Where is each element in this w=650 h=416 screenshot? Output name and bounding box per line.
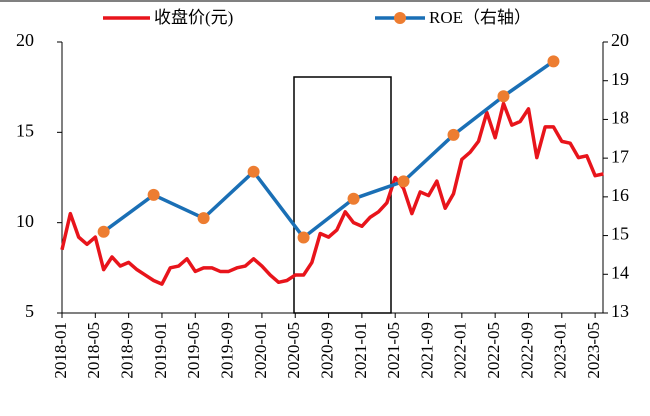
x-tick-label: 2019-01 [151,322,170,379]
series-marker [397,175,410,188]
series-marker [297,231,310,244]
y2-tick-label: 18 [611,108,629,128]
x-tick-label: 2020-05 [284,322,303,379]
x-tick-label: 2021-01 [351,322,370,379]
y-tick-label: 5 [25,301,34,321]
y2-tick-label: 16 [611,185,629,205]
series-marker [447,128,460,141]
x-tick-label: 2021-05 [384,322,403,379]
series-marker [97,225,110,238]
y2-tick-label: 19 [611,69,629,89]
y-tick-label: 10 [16,211,34,231]
x-tick-label: 2020-01 [251,322,270,379]
y2-tick-label: 14 [611,262,629,282]
y2-tick-label: 15 [611,224,629,244]
series-marker [347,192,360,205]
x-tick-label: 2018-01 [51,322,70,379]
y-tick-label: 15 [16,120,34,140]
legend-label: 收盘价(元) [154,8,233,27]
series-marker [547,55,560,68]
x-tick-label: 2018-05 [84,322,103,379]
y2-tick-label: 20 [611,30,629,50]
legend-marker [394,12,406,24]
series-line [102,59,555,240]
y2-tick-label: 13 [611,301,629,321]
series-marker [497,90,510,103]
x-tick-label: 2021-09 [417,322,436,379]
x-tick-label: 2023-05 [584,322,603,379]
x-tick-label: 2020-09 [317,322,336,379]
y-tick-label: 20 [16,30,34,50]
series-marker [197,212,210,225]
x-tick-label: 2019-09 [218,322,237,379]
x-tick-label: 2023-01 [551,322,570,379]
series-line [60,101,604,286]
highlight-box [293,76,392,314]
legend-label: ROE（右轴） [429,8,531,27]
x-tick-label: 2022-05 [484,322,503,379]
series-marker [147,188,160,201]
y2-tick-label: 17 [611,146,629,166]
x-tick-label: 2019-05 [184,322,203,379]
x-tick-label: 2022-01 [451,322,470,379]
series-marker [247,165,260,178]
x-tick-label: 2018-09 [118,322,137,379]
x-tick-label: 2022-09 [517,322,536,379]
